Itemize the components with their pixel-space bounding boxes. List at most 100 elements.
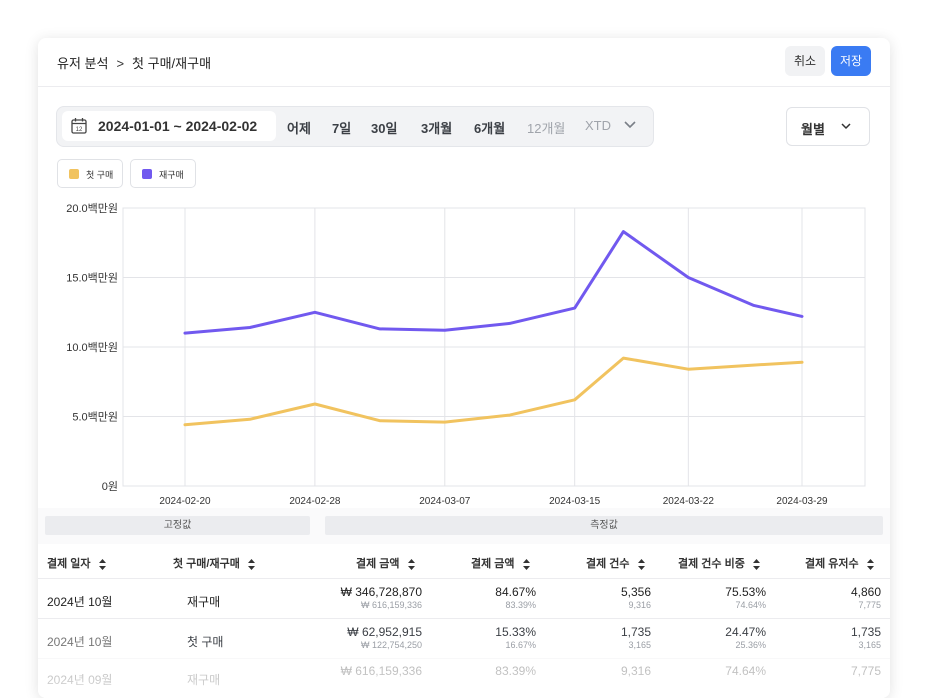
data-point bbox=[573, 307, 576, 309]
column-group-bar: 고정값 측정값 bbox=[38, 508, 890, 544]
col-header-date[interactable]: 결제 일자 bbox=[47, 555, 106, 571]
table-row[interactable]: 2024년 10월 재구매 ₩ 346,728,870 ₩ 616,159,336… bbox=[38, 578, 890, 619]
data-point bbox=[184, 332, 186, 334]
data-point bbox=[801, 315, 803, 318]
col-header-amount-ratio[interactable]: 결제 금액 bbox=[471, 555, 530, 571]
x-tick-label: 2024-03-07 bbox=[419, 496, 471, 507]
value-main: 5,356 bbox=[620, 585, 651, 599]
x-tick-label: 2024-02-20 bbox=[159, 496, 211, 507]
cell-amount: ₩ 62,952,915 ₩ 122,754,250 bbox=[312, 625, 422, 650]
group-fixed: 고정값 bbox=[45, 516, 310, 535]
date-range-picker[interactable]: 12 2024-01-01 ~ 2024-02-02 bbox=[62, 111, 276, 141]
value-main: 1,735 bbox=[620, 625, 651, 639]
value-main: 83.39% bbox=[495, 664, 536, 678]
cell-count: 1,735 3,165 bbox=[541, 625, 651, 650]
value-compare: 16.67% bbox=[505, 640, 536, 650]
cell-count: 5,356 9,316 bbox=[541, 585, 651, 610]
y-tick-label: 5.0백만원 bbox=[72, 411, 118, 424]
cell-date: 2024년 10월 bbox=[47, 635, 113, 649]
value-compare: 83.39% bbox=[505, 600, 536, 610]
breadcrumb-separator: > bbox=[116, 56, 125, 71]
col-header-users[interactable]: 결제 유저수 bbox=[805, 555, 874, 571]
cancel-button[interactable]: 취소 bbox=[785, 46, 825, 76]
cell-amount: ₩ 346,728,870 ₩ 616,159,336 bbox=[312, 585, 422, 610]
sort-icon bbox=[866, 558, 874, 570]
y-tick-label: 0원 bbox=[102, 480, 118, 493]
value-main: 15.33% bbox=[495, 625, 536, 639]
data-point bbox=[801, 361, 803, 364]
y-tick-label: 15.0백만원 bbox=[66, 272, 118, 285]
report-card: 유저 분석 > 첫 구매/재구매 취소 저장 12 2024-01-01 ~ 202… bbox=[38, 38, 890, 698]
col-header-count-ratio[interactable]: 결제 건수 비중 bbox=[678, 555, 760, 571]
period-3m[interactable]: 3개월 bbox=[421, 121, 453, 136]
data-point bbox=[622, 230, 625, 233]
legend-first-purchase[interactable]: 첫 구매 bbox=[57, 159, 123, 188]
col-header-label: 결제 금액 bbox=[471, 558, 515, 570]
granularity-value: 월별 bbox=[801, 122, 825, 137]
period-xtd[interactable]: XTD bbox=[585, 118, 611, 133]
sort-icon bbox=[637, 558, 645, 570]
cell-amount: ₩ 616,159,336 bbox=[312, 664, 422, 678]
value-main: 75.53% bbox=[725, 585, 766, 599]
value-main: 74.64% bbox=[725, 664, 766, 678]
period-7d[interactable]: 7일 bbox=[332, 121, 352, 136]
data-point bbox=[444, 421, 446, 423]
sort-icon bbox=[98, 558, 106, 570]
cell-type: 재구매 bbox=[187, 595, 221, 609]
legend-label-repeat: 재구매 bbox=[159, 170, 184, 180]
data-point bbox=[752, 304, 755, 307]
legend-label-first: 첫 구매 bbox=[86, 170, 114, 180]
cell-count-ratio: 75.53% 74.64% bbox=[656, 585, 766, 610]
chevron-down-icon bbox=[841, 123, 851, 130]
x-tick-label: 2024-03-22 bbox=[663, 496, 715, 507]
data-point bbox=[379, 328, 381, 330]
table-row[interactable]: 2024년 09월 재구매 ₩ 616,159,336 83.39% 9,316… bbox=[38, 658, 890, 698]
chevron-down-icon[interactable] bbox=[623, 120, 637, 130]
col-header-count[interactable]: 결제 건수 bbox=[586, 555, 645, 571]
cell-amount-ratio: 15.33% 16.67% bbox=[426, 625, 536, 650]
series-line-repeat-purchase bbox=[183, 230, 804, 335]
value-compare: 7,775 bbox=[858, 600, 881, 610]
value-main: ₩ 346,728,870 bbox=[340, 585, 422, 599]
col-header-label: 결제 금액 bbox=[356, 558, 400, 570]
table-row[interactable]: 2024년 10월 첫 구매 ₩ 62,952,915 ₩ 122,754,250… bbox=[38, 618, 890, 659]
data-point bbox=[249, 418, 251, 421]
data-point bbox=[508, 414, 511, 416]
period-yesterday[interactable]: 어제 bbox=[287, 121, 311, 136]
cell-amount-ratio: 83.39% bbox=[426, 664, 536, 678]
x-tick-label: 2024-03-15 bbox=[549, 496, 601, 507]
col-header-type[interactable]: 첫 구매/재구매 bbox=[173, 555, 255, 571]
value-main: 7,775 bbox=[850, 664, 881, 678]
y-tick-label: 10.0백만원 bbox=[66, 341, 118, 354]
value-main: 84.67% bbox=[495, 585, 536, 599]
granularity-select[interactable]: 월별 bbox=[786, 107, 870, 146]
data-point bbox=[573, 399, 576, 401]
col-header-amount[interactable]: 결제 금액 bbox=[356, 555, 415, 571]
data-point bbox=[687, 368, 690, 370]
data-point bbox=[687, 276, 690, 279]
cell-count-ratio: 74.64% bbox=[656, 664, 766, 678]
line-chart: 0원 5.0백만원 10.0백만원 15.0백만원 20.0백만원 2024-02-20 2… bbox=[66, 202, 866, 507]
cell-type: 재구매 bbox=[187, 673, 221, 687]
sort-icon bbox=[522, 558, 530, 570]
value-main: 9,316 bbox=[620, 664, 651, 678]
value-main: ₩ 62,952,915 bbox=[347, 625, 422, 639]
col-header-label: 결제 유저수 bbox=[805, 558, 859, 570]
value-compare: 3,165 bbox=[628, 640, 651, 650]
breadcrumb: 유저 분석 > 첫 구매/재구매 bbox=[57, 53, 211, 72]
value-main: 1,735 bbox=[850, 625, 881, 639]
save-button[interactable]: 저장 bbox=[831, 46, 871, 76]
series-line-first-purchase bbox=[183, 356, 804, 427]
value-compare: ₩ 616,159,336 bbox=[360, 600, 422, 610]
col-header-label: 결제 일자 bbox=[47, 558, 91, 570]
period-6m[interactable]: 6개월 bbox=[474, 121, 506, 136]
value-main: ₩ 616,159,336 bbox=[340, 664, 422, 678]
period-12m[interactable]: 12개월 bbox=[527, 121, 566, 136]
value-main: 24.47% bbox=[725, 625, 766, 639]
period-30d[interactable]: 30일 bbox=[371, 121, 398, 136]
breadcrumb-parent[interactable]: 유저 분석 bbox=[57, 56, 109, 71]
legend-repeat-purchase[interactable]: 재구매 bbox=[130, 159, 196, 188]
cell-count: 9,316 bbox=[541, 664, 651, 678]
value-compare: ₩ 122,754,250 bbox=[360, 640, 422, 650]
data-table: 고정값 측정값 결제 일자 첫 구매/재구매 결제 금액 결제 금액 결제 건수… bbox=[38, 508, 890, 698]
